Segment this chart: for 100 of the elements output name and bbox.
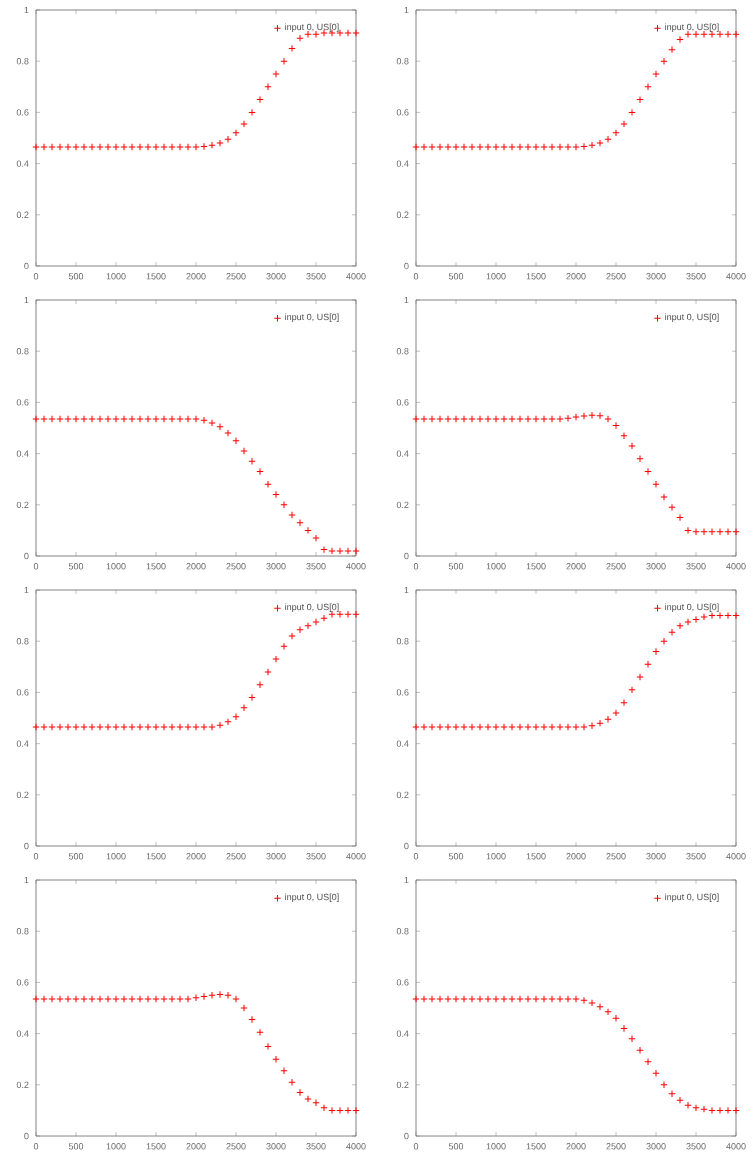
point xyxy=(492,723,500,731)
point xyxy=(168,723,176,731)
point xyxy=(724,527,732,536)
point xyxy=(32,723,40,731)
point xyxy=(476,143,484,151)
point xyxy=(452,143,460,151)
point xyxy=(628,686,636,694)
point xyxy=(336,610,344,619)
point xyxy=(304,622,312,630)
point xyxy=(200,992,208,1001)
point xyxy=(152,723,160,731)
point xyxy=(104,995,112,1003)
point xyxy=(652,1069,660,1077)
point xyxy=(524,995,532,1003)
point xyxy=(192,994,200,1002)
point xyxy=(240,1004,248,1012)
point xyxy=(216,423,224,431)
point xyxy=(628,108,636,117)
point xyxy=(556,415,564,423)
point xyxy=(280,57,288,65)
point xyxy=(248,693,256,702)
point xyxy=(548,415,556,423)
point xyxy=(676,622,684,630)
point xyxy=(692,615,700,624)
point xyxy=(96,415,104,423)
point xyxy=(572,413,580,421)
point xyxy=(412,143,420,151)
point xyxy=(604,135,612,143)
point xyxy=(240,704,248,712)
point xyxy=(596,412,604,420)
point xyxy=(596,719,604,727)
point xyxy=(572,143,580,151)
point xyxy=(676,35,684,44)
point xyxy=(684,1101,692,1109)
point xyxy=(48,995,56,1003)
point xyxy=(636,1046,644,1054)
point xyxy=(596,1003,604,1011)
point xyxy=(612,1014,620,1022)
point xyxy=(280,642,288,651)
point xyxy=(428,995,436,1003)
point xyxy=(412,415,420,423)
point xyxy=(676,513,684,522)
point xyxy=(128,415,136,423)
point xyxy=(476,995,484,1003)
point xyxy=(160,995,168,1003)
point xyxy=(344,1106,352,1115)
point xyxy=(420,143,428,151)
point xyxy=(40,723,48,731)
point xyxy=(232,995,240,1003)
point xyxy=(160,723,168,731)
point xyxy=(412,723,420,731)
point xyxy=(176,723,184,731)
point xyxy=(48,143,56,151)
point xyxy=(328,1106,336,1115)
point xyxy=(176,995,184,1003)
point xyxy=(120,415,128,423)
point xyxy=(72,415,80,423)
point xyxy=(668,628,676,636)
point xyxy=(500,143,508,151)
point xyxy=(352,1106,360,1115)
point xyxy=(428,143,436,151)
point xyxy=(352,610,360,619)
point xyxy=(208,723,216,731)
point xyxy=(460,723,468,731)
point xyxy=(716,1106,724,1115)
point xyxy=(628,442,636,450)
point xyxy=(256,1028,264,1037)
point xyxy=(144,143,152,151)
point xyxy=(620,1024,628,1033)
point xyxy=(444,723,452,731)
point xyxy=(524,143,532,151)
point xyxy=(700,1105,708,1113)
point xyxy=(112,143,120,151)
point xyxy=(444,995,452,1003)
point xyxy=(80,143,88,151)
point xyxy=(588,141,596,149)
point xyxy=(452,415,460,423)
point xyxy=(88,723,96,731)
point xyxy=(484,995,492,1003)
point xyxy=(580,996,588,1005)
point xyxy=(296,34,304,42)
point xyxy=(264,83,272,91)
point xyxy=(460,143,468,151)
point xyxy=(548,995,556,1003)
point xyxy=(660,637,668,645)
point xyxy=(272,70,280,78)
point xyxy=(524,723,532,731)
point xyxy=(548,143,556,151)
point xyxy=(564,414,572,422)
point xyxy=(192,415,200,423)
point xyxy=(700,613,708,621)
point xyxy=(64,995,72,1003)
point xyxy=(644,1058,652,1066)
point xyxy=(80,415,88,423)
point xyxy=(288,511,296,519)
point xyxy=(556,995,564,1003)
point xyxy=(184,723,192,731)
point xyxy=(692,1104,700,1112)
point xyxy=(240,447,248,455)
point xyxy=(588,999,596,1007)
